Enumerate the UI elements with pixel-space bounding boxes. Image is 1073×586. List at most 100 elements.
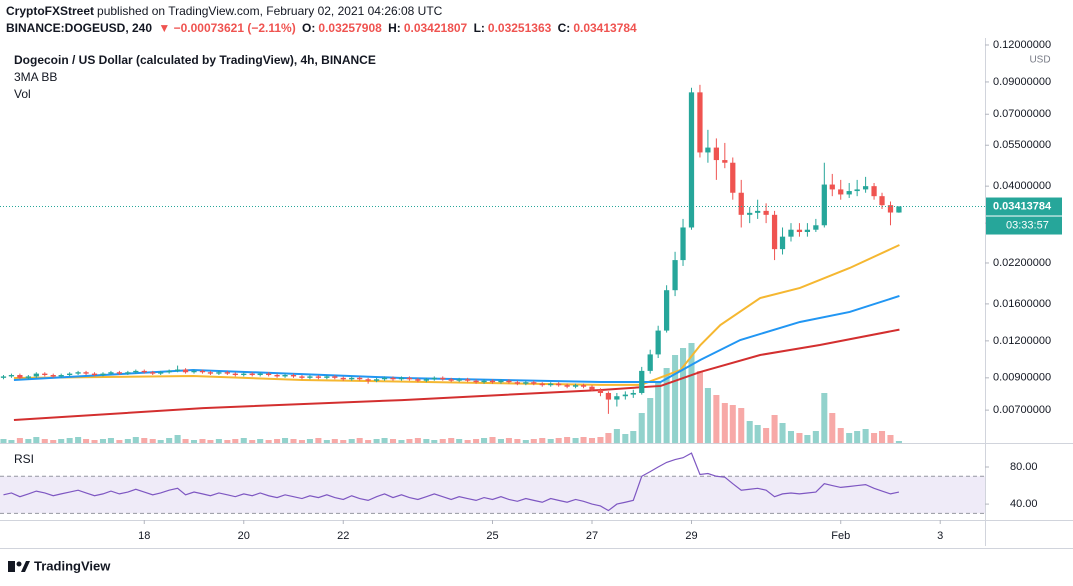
volume-bar (547, 439, 554, 443)
ohlc-label: O: (302, 21, 316, 35)
volume-bar (721, 403, 728, 443)
volume-bar (41, 439, 48, 443)
candle-body (580, 385, 587, 387)
candle-body (67, 373, 73, 376)
volume-bar (821, 393, 828, 443)
candle-body (804, 229, 811, 232)
y-tick-label: 0.01600000 (993, 298, 1051, 310)
candle-body (340, 377, 346, 380)
candle-body (838, 189, 844, 195)
volume-bar (605, 433, 612, 443)
candle-body (266, 373, 272, 376)
volume-bar (530, 439, 537, 443)
volume-bar (0, 439, 7, 443)
candle-body (879, 196, 885, 206)
volume-bar (829, 413, 836, 443)
candle-body (83, 372, 89, 374)
countdown: 03:33:57 (1006, 219, 1049, 231)
candle-body (150, 372, 156, 374)
x-tick-label: 27 (586, 530, 598, 542)
volume-bar (439, 439, 446, 443)
candle-body (771, 214, 778, 250)
volume-bar (16, 438, 23, 443)
change: ▼ −0.00073621 (−2.11%) (158, 21, 296, 35)
candle-body (871, 186, 877, 197)
candle-body (639, 370, 645, 393)
volume-bar (132, 437, 139, 443)
volume-bar (323, 440, 330, 443)
volume-bar (340, 440, 347, 443)
y-tick-label: 0.07000000 (993, 108, 1051, 120)
volume-bar (505, 438, 512, 443)
volume-bar (8, 440, 15, 443)
candle-body (597, 389, 604, 393)
last-price-box (986, 197, 1062, 216)
candle-body (887, 205, 894, 213)
candle-body (647, 354, 653, 371)
candle-body (315, 376, 322, 378)
volume-bar (580, 437, 587, 443)
volume-bar (489, 437, 496, 443)
volume-bar (232, 439, 239, 443)
candle-body (556, 383, 562, 386)
volume-bar (240, 438, 247, 443)
volume-bar (630, 431, 637, 443)
rsi-band (0, 476, 985, 514)
volume-bar (306, 439, 313, 443)
volume-bar (166, 438, 173, 443)
volume-bar (473, 439, 480, 443)
candle-body (821, 184, 827, 226)
candle-body (747, 212, 753, 215)
candle-body (680, 227, 686, 261)
candle-body (564, 385, 570, 387)
candle-body (755, 210, 761, 213)
candle-body (589, 386, 595, 390)
volume-bar (713, 395, 720, 443)
candle-body (241, 373, 247, 376)
candle-body (381, 377, 388, 380)
volume-bar (688, 343, 695, 443)
candle-body (423, 379, 429, 381)
candle-body (464, 379, 471, 381)
ohlc-value: 0.03421807 (403, 21, 468, 35)
logo-mark (8, 561, 15, 572)
volume-bar (539, 438, 546, 443)
volume-bar (331, 439, 338, 443)
volume-bar (846, 433, 853, 443)
rsi-tick-label: 80.00 (1010, 461, 1038, 473)
volume-bar (174, 435, 181, 443)
candle-body (456, 379, 462, 381)
candle-body (655, 330, 661, 355)
countdown-box (986, 216, 1062, 235)
volume-bar (456, 439, 463, 443)
y-tick-label: 0.12000000 (993, 39, 1051, 51)
candle-body (722, 160, 728, 163)
volume-bar (423, 439, 430, 443)
y-tick-label: 0.01200000 (993, 335, 1051, 347)
candle-body (705, 147, 711, 153)
volume-bar (431, 440, 438, 443)
volume-bar (837, 428, 844, 443)
candle-body (531, 382, 537, 384)
candle-body (373, 379, 380, 381)
x-tick-label: 18 (138, 530, 150, 542)
candle-body (357, 377, 363, 380)
volume-bar (481, 438, 488, 443)
y-tick-label: 0.02200000 (993, 257, 1051, 269)
candle-body (523, 382, 529, 384)
ohlc-value: 0.03257908 (318, 21, 382, 35)
candle-body (630, 392, 636, 395)
volume-bar (83, 439, 90, 443)
candle-body (182, 369, 189, 373)
volume-bar (613, 429, 620, 443)
candle-body (398, 377, 405, 380)
volume-bar (199, 439, 206, 443)
candle-body (290, 375, 297, 377)
candle-body (415, 379, 421, 381)
candle-body (548, 383, 554, 386)
candle-body (605, 392, 612, 400)
volume-bar (514, 439, 521, 443)
symbol: BINANCE:DOGEUSD, 240 (6, 21, 153, 35)
volume-bar (647, 398, 654, 443)
volume-bar (672, 355, 679, 443)
